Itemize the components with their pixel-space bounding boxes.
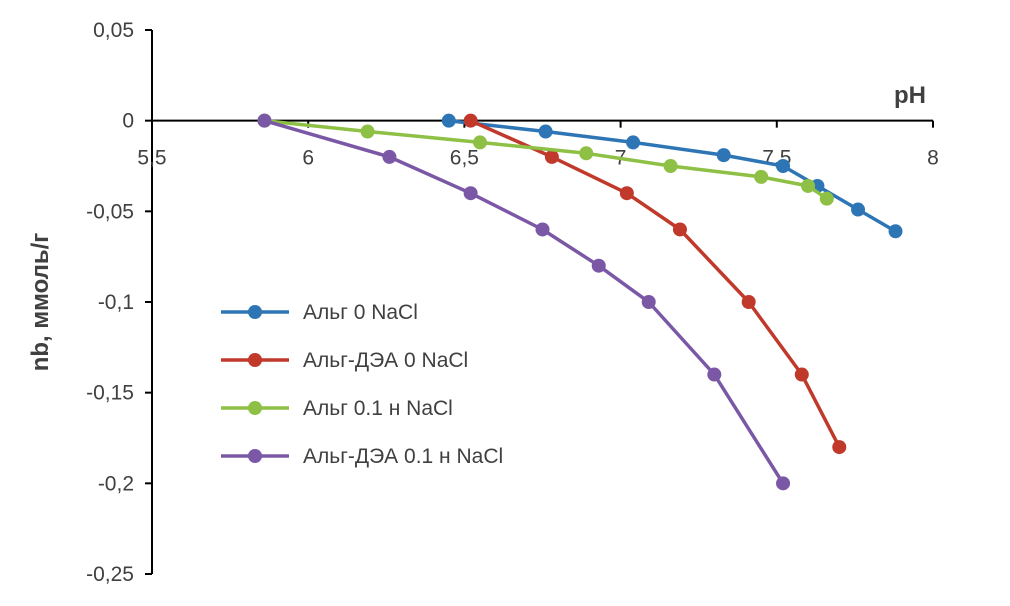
data-point: [663, 159, 678, 173]
data-point: [360, 124, 375, 139]
data-point: [776, 476, 791, 491]
series-1: [441, 113, 903, 239]
y-tick-label: 0,05: [93, 19, 134, 42]
legend-item: Альг 0 NaCl: [221, 301, 418, 324]
legend: Альг 0 NaCl Альг-ДЭА 0 NaCl Альг 0.1 н NaC…: [221, 301, 503, 468]
data-point: [473, 135, 488, 150]
legend-label: Альг-ДЭА 0.1 н NaCl: [303, 445, 503, 468]
data-point: [257, 113, 272, 128]
y-tick-label: -0,25: [86, 563, 134, 586]
data-point: [716, 148, 731, 163]
x-tick-label: 5,5: [137, 147, 166, 170]
series-4: [257, 113, 791, 491]
legend-item: Альг 0.1 н NaCl: [221, 397, 453, 420]
data-point: [754, 169, 769, 184]
data-point: [888, 224, 903, 239]
series-line: [448, 118, 897, 233]
data-point: [672, 222, 687, 237]
y-tick-label: -0,15: [86, 382, 134, 405]
series-line: [264, 118, 828, 201]
data-point: [626, 135, 641, 150]
data-point: [535, 222, 550, 237]
legend-swatch-marker: [248, 305, 262, 319]
data-point: [851, 202, 866, 217]
x-tick-label: 6: [302, 147, 314, 170]
legend-label: Альг 0 NaCl: [303, 301, 418, 324]
data-point: [707, 367, 722, 382]
y-tick-label: -0,1: [98, 291, 134, 314]
data-point: [794, 367, 809, 382]
y-tick-label: -0,05: [86, 200, 134, 223]
data-point: [538, 124, 553, 139]
legend-item: Альг-ДЭА 0 NaCl: [221, 349, 468, 372]
x-tick-label: 6,5: [450, 147, 479, 170]
data-point: [579, 146, 594, 161]
data-point: [591, 258, 606, 273]
data-point: [382, 149, 397, 164]
legend-label: Альг 0.1 н NaCl: [303, 397, 453, 420]
data-point: [463, 113, 478, 128]
x-tick-label: 8: [927, 147, 939, 170]
y-axis-title: nb, ммоль/г: [27, 233, 54, 372]
data-point: [544, 149, 559, 164]
legend-item: Альг-ДЭА 0.1 н NaCl: [221, 445, 503, 468]
data-point: [776, 159, 791, 173]
series-2: [463, 113, 847, 455]
axes: 0,050-0,05-0,1-0,15-0,2-0,255,5 6 6,5 7 7,5 8: [86, 19, 939, 586]
data-point: [741, 295, 756, 309]
legend-swatch-marker: [248, 449, 262, 463]
data-point: [463, 186, 478, 201]
legend-swatch-marker: [248, 353, 262, 367]
legend-label: Альг-ДЭА 0 NaCl: [303, 349, 468, 372]
legend-swatch-marker: [248, 401, 262, 415]
series-layer: [257, 113, 903, 491]
y-tick-label: -0,2: [98, 472, 134, 495]
data-point: [801, 178, 816, 193]
series-line: [264, 119, 785, 485]
data-point: [832, 440, 847, 455]
data-point: [441, 113, 456, 128]
x-axis-title: pH: [894, 82, 926, 109]
data-point: [819, 191, 834, 206]
data-point: [619, 186, 634, 201]
y-tick-label: 0: [122, 110, 134, 133]
data-point: [641, 295, 656, 309]
